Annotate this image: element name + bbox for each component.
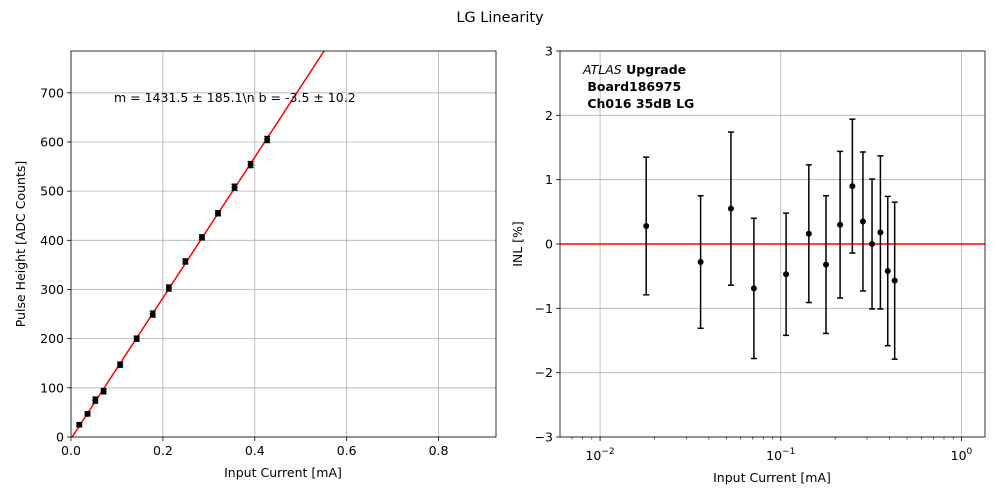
figure-title: LG Linearity	[456, 10, 544, 26]
atlas-board-label: ATLAS Upgrade Board186975 Ch016 35dB LG	[582, 62, 694, 111]
data-point	[247, 161, 254, 168]
linearity-plot-frame	[70, 50, 497, 438]
linearity-grid	[70, 51, 496, 438]
y-tick-label: 200	[40, 331, 64, 346]
label-line: ATLAS Upgrade	[582, 62, 686, 77]
y-tick-label: 400	[40, 233, 64, 248]
linearity-y-axis-label: Pulse Height [ADC Counts]	[13, 161, 28, 327]
inl-plot: 10−2 10−1 100 −3 −2 −1 0 1 2 3 ATLAS Upgrade Boa…	[510, 44, 986, 485]
data-point	[697, 259, 704, 266]
data-point	[805, 230, 812, 237]
inl-y-ticks: −3 −2 −1 0 1 2 3	[535, 44, 560, 445]
x-tick-label: 0.8	[429, 443, 449, 458]
y-tick-label: −2	[535, 365, 553, 380]
x-tick-label: 0.0	[61, 443, 81, 458]
data-point	[823, 261, 830, 268]
x-tick-label: 0.4	[245, 443, 265, 458]
y-tick-label: −1	[535, 301, 553, 316]
linearity-plot: 0.0 0.2 0.4 0.6 0.8 0 100 200 300 400 500 600 700 m…	[13, 50, 497, 480]
inl-x-axis-label: Input Current [mA]	[713, 470, 831, 485]
data-point	[750, 285, 757, 292]
linear-fit-line	[71, 51, 325, 437]
data-point	[100, 388, 107, 395]
data-point	[149, 311, 156, 318]
data-point	[877, 229, 884, 236]
y-tick-label: 700	[40, 85, 64, 100]
data-point	[165, 285, 172, 292]
inl-data-points	[643, 118, 898, 360]
data-point	[891, 277, 898, 284]
x-tick-label: 10−1	[766, 447, 795, 463]
data-point	[643, 222, 650, 229]
fit-parameters-annotation: m = 1431.5 ± 185.1\n b = -3.5 ± 10.2	[114, 90, 356, 105]
y-tick-label: 300	[40, 282, 64, 297]
linearity-data-points	[76, 135, 271, 428]
data-point	[869, 241, 876, 247]
linearity-y-ticks: 0 100 200 300 400 500 600 700	[40, 85, 71, 445]
x-tick-label: 10−2	[585, 447, 614, 463]
data-point	[117, 361, 124, 368]
data-point	[84, 410, 91, 417]
data-point	[727, 205, 734, 212]
data-point	[198, 234, 205, 241]
y-tick-label: 0	[545, 237, 553, 252]
x-tick-label: 0.2	[153, 443, 173, 458]
y-tick-label: 0	[56, 430, 64, 445]
y-tick-label: −3	[535, 430, 553, 445]
y-tick-label: 1	[545, 172, 553, 187]
linearity-x-ticks: 0.0 0.2 0.4 0.6 0.8	[61, 437, 449, 458]
data-point	[215, 210, 222, 217]
data-point	[182, 258, 189, 265]
y-tick-label: 500	[40, 184, 64, 199]
data-point	[837, 221, 844, 228]
y-tick-label: 3	[545, 44, 553, 59]
data-point	[859, 218, 866, 225]
inl-y-axis-label: INL [%]	[510, 221, 525, 267]
x-tick-label: 0.6	[337, 443, 357, 458]
linearity-x-axis-label: Input Current [mA]	[224, 465, 342, 480]
data-point	[783, 271, 790, 278]
data-point	[884, 268, 891, 275]
x-tick-label: 100	[951, 447, 973, 463]
y-tick-label: 2	[545, 108, 553, 123]
data-point	[92, 397, 99, 404]
label-line: Board186975	[583, 79, 681, 94]
data-point	[231, 184, 238, 191]
label-line: Ch016 35dB LG	[583, 96, 694, 111]
inl-x-ticks: 10−2 10−1 100	[571, 437, 973, 463]
data-point	[133, 335, 140, 342]
data-point	[264, 136, 271, 143]
y-tick-label: 600	[40, 134, 64, 149]
data-point	[76, 421, 83, 428]
y-tick-label: 100	[40, 380, 64, 395]
data-point	[849, 183, 856, 190]
